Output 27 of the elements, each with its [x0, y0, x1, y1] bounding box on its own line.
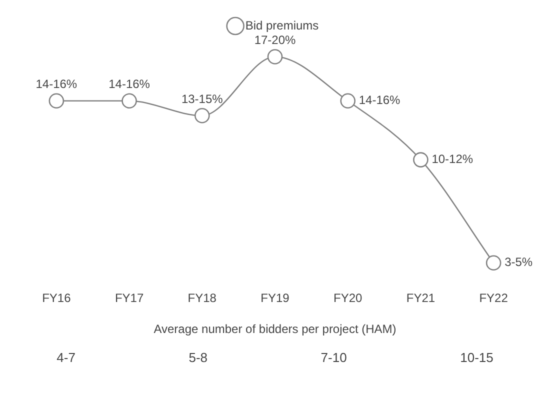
text: 10-15 [460, 350, 494, 365]
x-tick-label: FY16 [42, 291, 72, 306]
data-label: 3-5% [504, 255, 533, 270]
point [48, 93, 64, 109]
point [486, 255, 502, 271]
data-label: 17-20% [254, 33, 296, 48]
legend-label: Bid premiums [245, 18, 319, 32]
x-tick-label: FY17 [114, 291, 144, 306]
text: 7-10 [320, 350, 347, 365]
data-label: 14-16% [108, 77, 150, 92]
x-tick-label: FY19 [260, 291, 290, 306]
x-tick-label: FY22 [479, 291, 508, 306]
point [267, 49, 283, 64]
x-tick-label: FY21 [406, 291, 436, 306]
data-label: 10-12% [432, 152, 474, 166]
x-tick-label: FY20 [334, 291, 363, 306]
text: 5-8 [188, 350, 208, 365]
point [413, 152, 428, 168]
point [194, 108, 210, 124]
text: 4-7 [56, 350, 76, 365]
data-label: 13-15% [181, 92, 224, 106]
text: Average number of bidders per project (HAM) [152, 322, 398, 336]
point [122, 93, 137, 109]
data-label: 14-16% [358, 93, 401, 108]
data-label: 14-16% [36, 77, 78, 92]
x-tick-label: FY18 [188, 291, 217, 306]
point [340, 93, 356, 109]
